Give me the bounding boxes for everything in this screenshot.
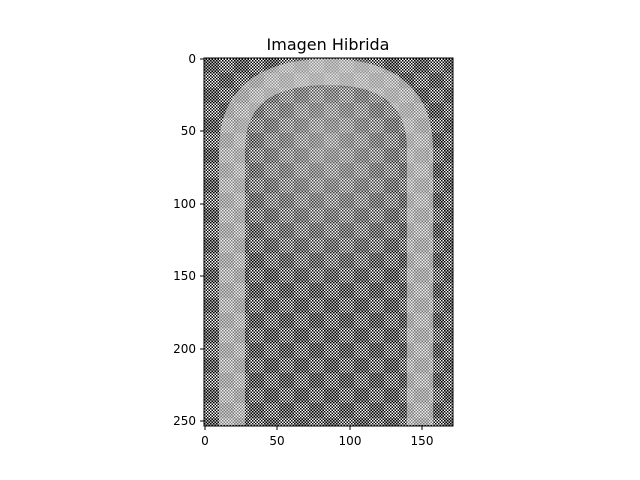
y-tick-label: 200 xyxy=(173,342,196,356)
x-tick-label: 50 xyxy=(269,434,284,448)
x-tick-label: 100 xyxy=(339,434,362,448)
x-axis: 0 50 100 150 xyxy=(201,426,433,448)
y-tick-label: 50 xyxy=(181,124,196,138)
y-tick-label: 150 xyxy=(173,269,196,283)
figure-title: Imagen Hibrida xyxy=(267,35,390,54)
y-tick-label: 100 xyxy=(173,197,196,211)
hybrid-image xyxy=(204,50,453,426)
y-axis: 0 50 100 150 200 250 xyxy=(173,52,204,428)
x-tick-label: 150 xyxy=(411,434,434,448)
x-tick-label: 0 xyxy=(201,434,209,448)
y-tick-label: 250 xyxy=(173,414,196,428)
y-tick-label: 0 xyxy=(188,52,196,66)
